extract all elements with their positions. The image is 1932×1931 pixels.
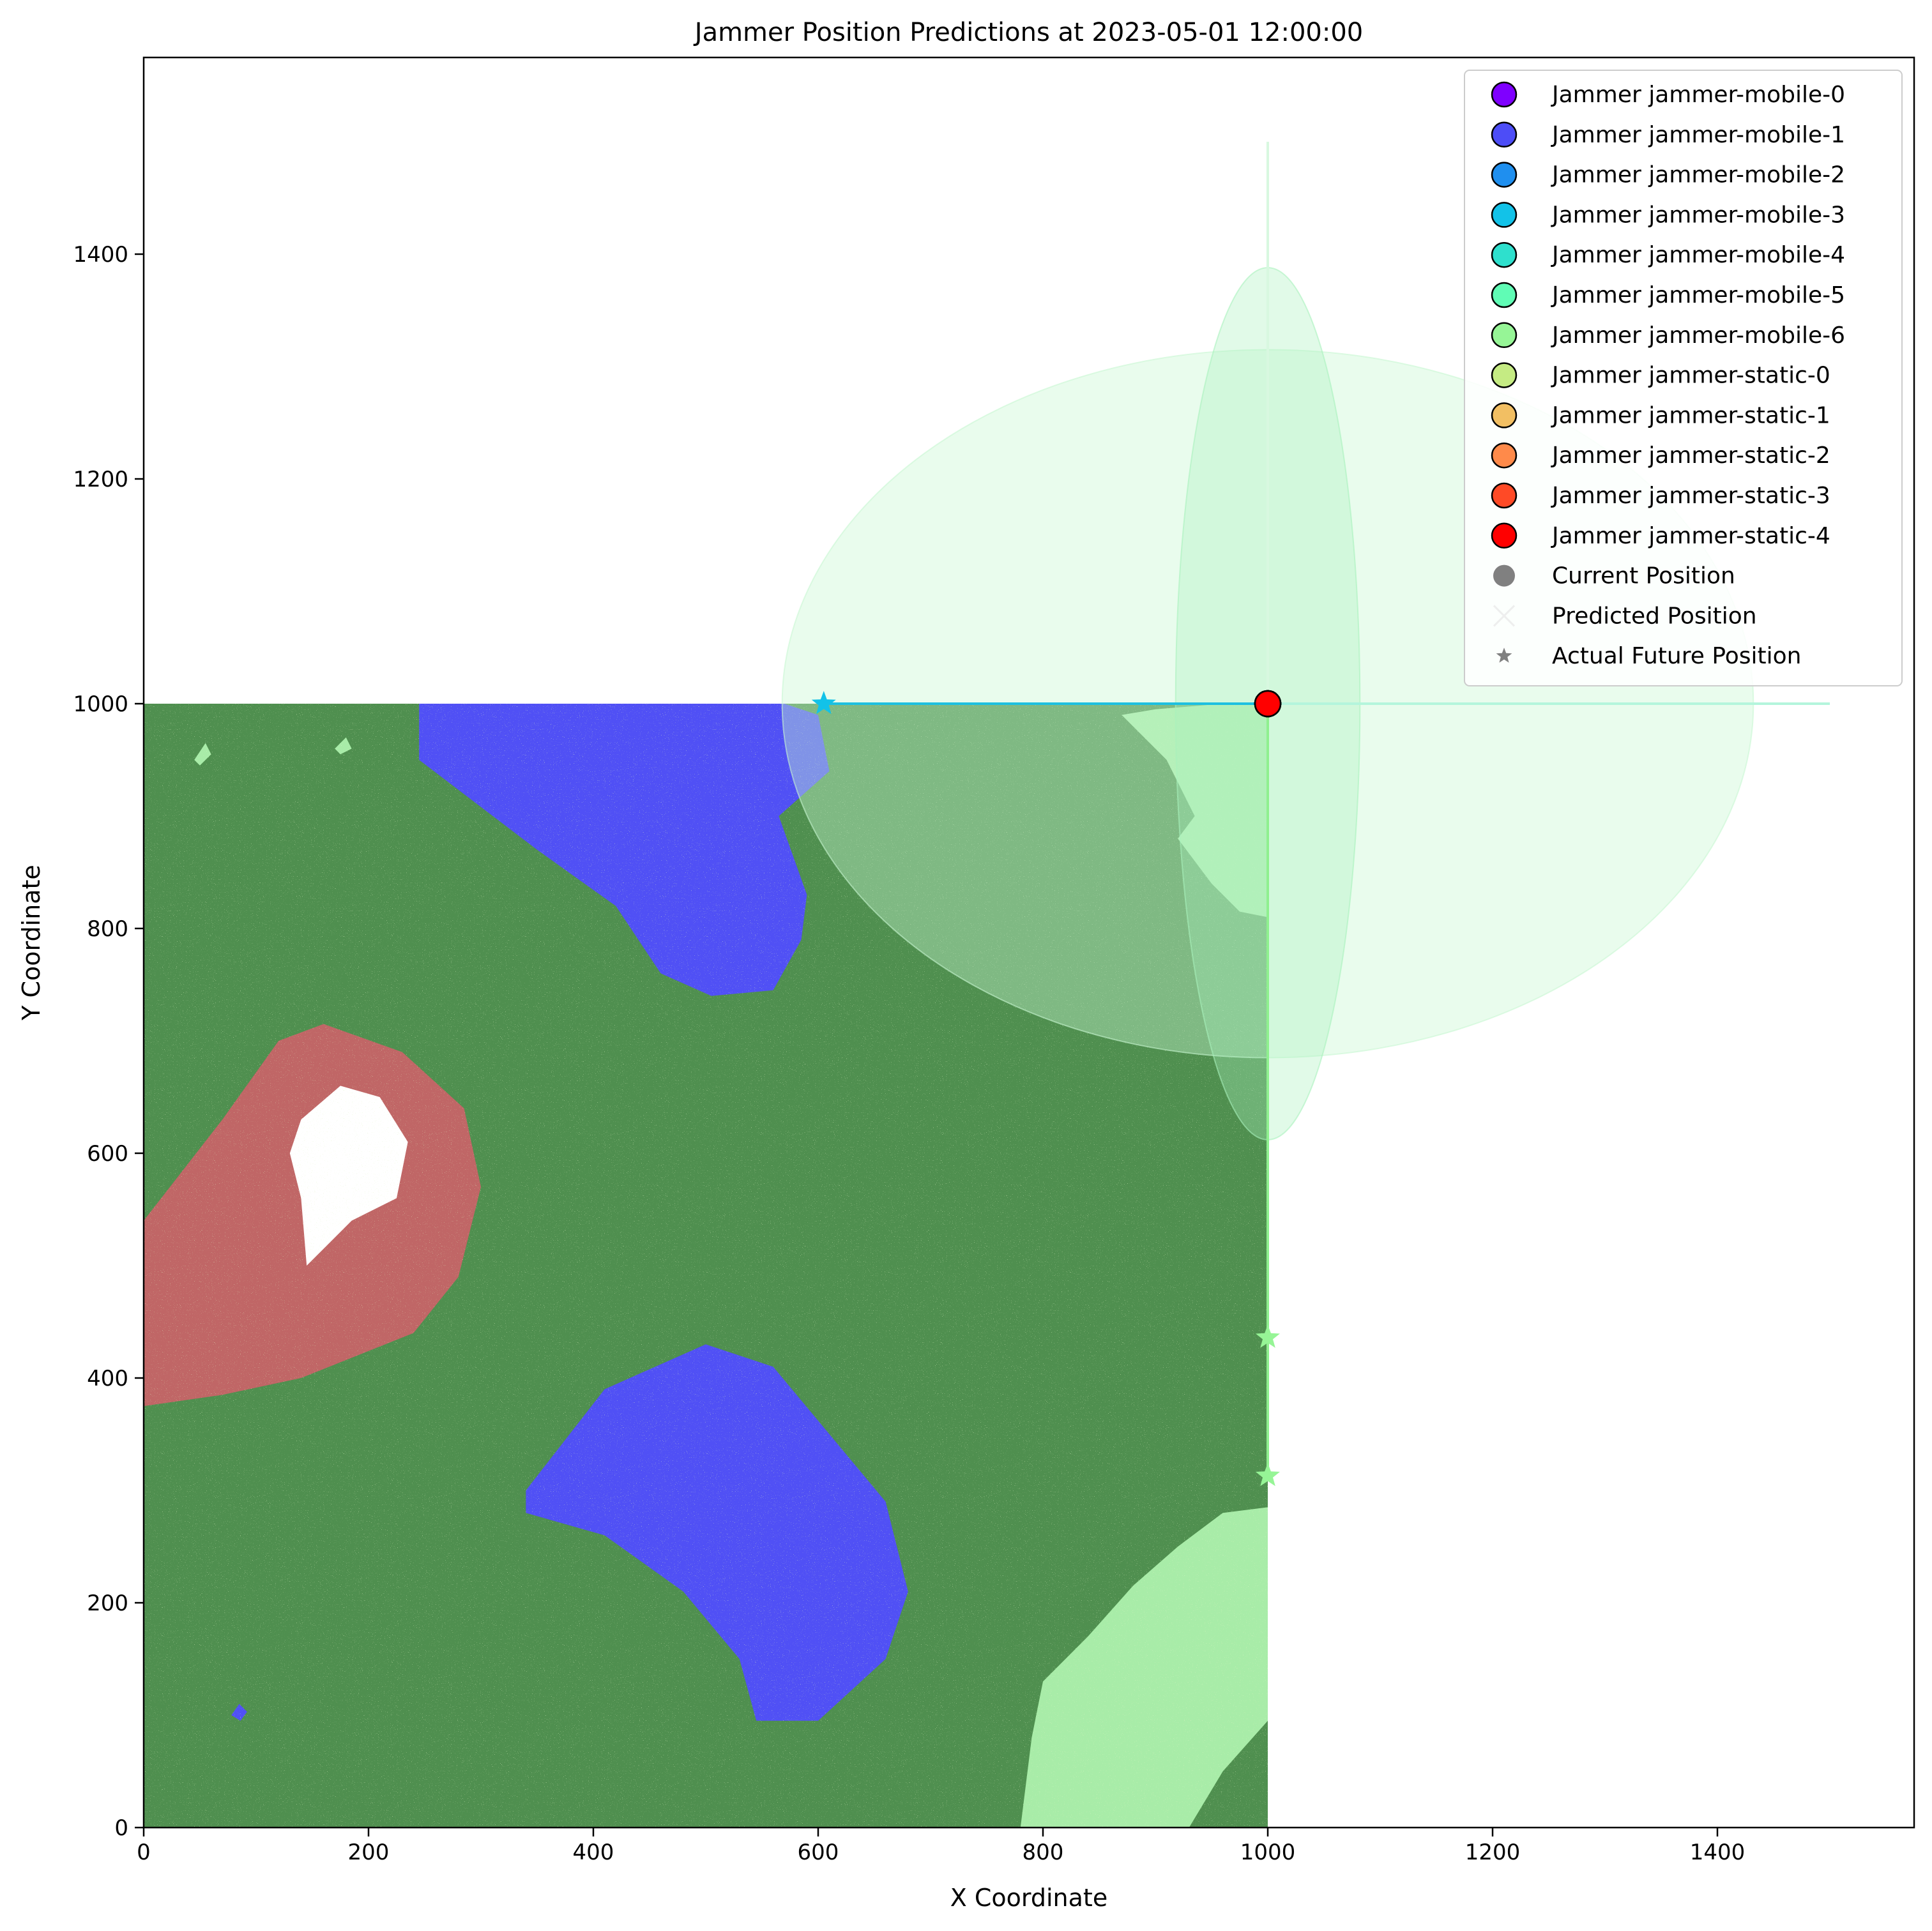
y-tick-label: 600 — [87, 1141, 128, 1167]
x-tick-label: 800 — [1023, 1840, 1064, 1865]
y-tick-label: 200 — [87, 1591, 128, 1616]
legend-marker — [1491, 402, 1517, 428]
legend-label: Jammer jammer-mobile-5 — [1551, 282, 1845, 308]
actual-future-marker — [1256, 1463, 1280, 1487]
legend-marker — [1491, 121, 1517, 148]
legend-label: Jammer jammer-static-2 — [1551, 443, 1830, 469]
legend-marker — [1491, 241, 1517, 268]
actual-future-marker — [1256, 1324, 1280, 1348]
y-tick-label: 0 — [114, 1815, 128, 1841]
legend-label: Jammer jammer-static-1 — [1551, 402, 1830, 428]
y-tick-label: 1000 — [73, 692, 128, 717]
legend-label: Jammer jammer-mobile-1 — [1551, 122, 1845, 148]
markers — [811, 690, 1282, 1487]
x-tick-label: 600 — [798, 1840, 839, 1865]
legend-label: Jammer jammer-static-0 — [1551, 363, 1830, 389]
legend-marker — [1493, 605, 1516, 627]
legend-label: Jammer jammer-mobile-3 — [1551, 202, 1845, 228]
x-tick-label: 1200 — [1465, 1840, 1521, 1865]
map-speckle — [144, 704, 1268, 1828]
x-tick-label: 1000 — [1240, 1840, 1296, 1865]
legend-marker — [1491, 482, 1517, 509]
legend-marker — [1491, 282, 1517, 308]
legend-marker — [1496, 647, 1512, 663]
legend-marker — [1491, 162, 1517, 188]
y-tick-label: 800 — [87, 916, 128, 942]
legend-label: Predicted Position — [1552, 603, 1757, 629]
legend-marker — [1491, 81, 1517, 108]
y-tick-label: 400 — [87, 1366, 128, 1391]
actual-future-marker — [811, 691, 836, 715]
x-tick-label: 400 — [573, 1840, 614, 1865]
x-axis-label: X Coordinate — [950, 1884, 1107, 1912]
legend-label: Current Position — [1552, 563, 1735, 589]
current-position-marker — [1254, 690, 1282, 718]
plot-area — [144, 142, 1830, 1828]
legend-label: Jammer jammer-mobile-6 — [1551, 322, 1845, 349]
legend-marker — [1491, 442, 1517, 469]
y-tick-label: 1400 — [73, 242, 128, 268]
legend-marker — [1491, 322, 1517, 349]
y-axis-label: Y Coordinate — [17, 865, 45, 1021]
plot-frame — [142, 56, 1915, 1829]
legend-label: Jammer jammer-static-4 — [1551, 523, 1830, 549]
y-tick-label: 1200 — [73, 467, 128, 492]
legend-marker — [1493, 564, 1515, 587]
legend-box — [1464, 70, 1903, 686]
legend-marker — [1491, 362, 1517, 388]
x-tick-label: 0 — [137, 1840, 151, 1865]
y-axis: 0 200 400 600 800 1000 1200 1400 — [73, 242, 144, 1841]
legend-label: Jammer jammer-mobile-4 — [1551, 242, 1845, 268]
legend-label: Actual Future Position — [1552, 643, 1801, 669]
x-axis: 0 200 400 600 800 1000 1200 1400 — [137, 1828, 1745, 1865]
x-tick-label: 200 — [348, 1840, 390, 1865]
chart-title: Jammer Position Predictions at 2023-05-0… — [693, 18, 1363, 47]
legend-label: Jammer jammer-mobile-2 — [1551, 162, 1845, 188]
legend-label: Jammer jammer-mobile-0 — [1551, 82, 1845, 108]
x-tick-label: 1400 — [1690, 1840, 1746, 1865]
background-map — [144, 704, 1268, 1828]
legend-label: Jammer jammer-static-3 — [1551, 483, 1830, 509]
legend-marker — [1491, 202, 1517, 228]
legend: Jammer jammer-mobile-0 Jammer jammer-mobi… — [1464, 70, 1903, 686]
legend-marker — [1491, 522, 1517, 549]
